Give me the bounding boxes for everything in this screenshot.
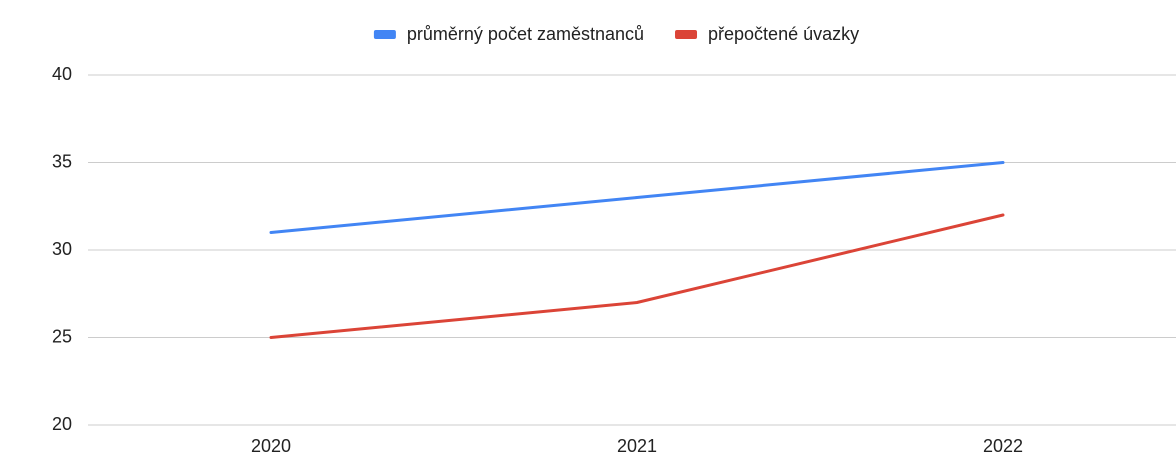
y-tick-label: 20 (52, 414, 72, 434)
legend-swatch (675, 30, 698, 39)
y-tick-label: 35 (52, 151, 72, 171)
y-tick-label: 40 (52, 64, 72, 84)
y-tick-label: 25 (52, 326, 72, 346)
y-tick-label: 30 (52, 239, 72, 259)
x-tick-label: 2020 (251, 436, 291, 456)
legend-swatch (373, 30, 396, 39)
x-tick-label: 2021 (617, 436, 657, 456)
legend-label: průměrný počet zaměstnanců (407, 24, 644, 44)
x-tick-label: 2022 (983, 436, 1023, 456)
series-line (269, 161, 1005, 234)
legend-label: přepočtené úvazky (708, 24, 859, 44)
series-line (269, 213, 1005, 339)
